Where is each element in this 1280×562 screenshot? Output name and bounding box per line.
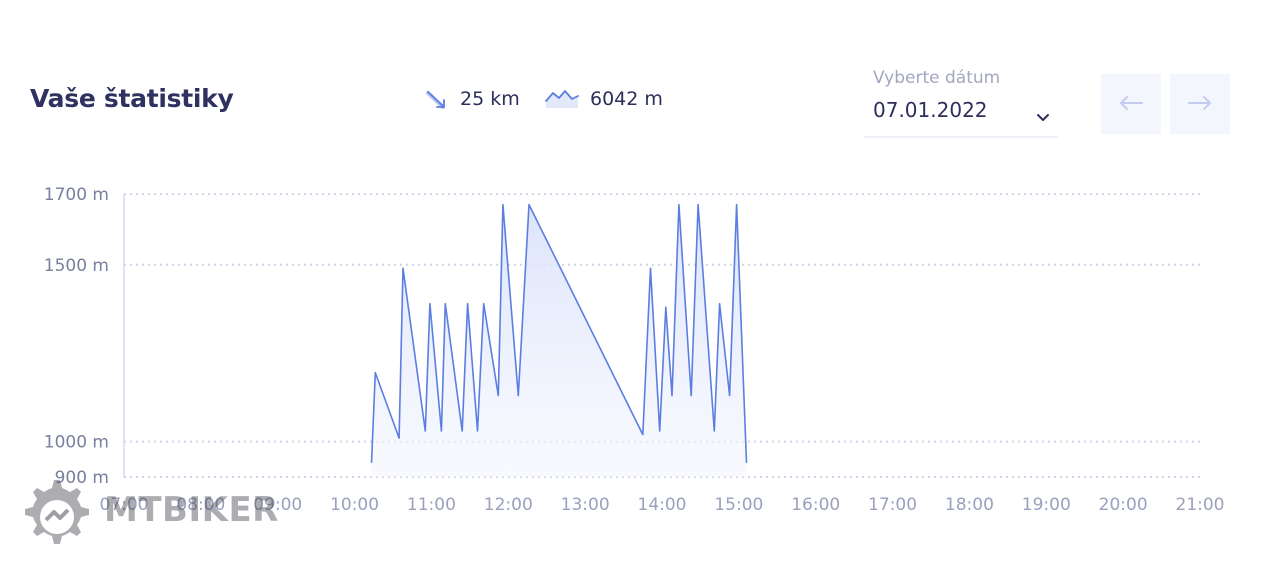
distance-value: 25 km bbox=[460, 88, 520, 110]
y-tick-label: 900 m bbox=[55, 468, 109, 488]
distance-stat: 25 km bbox=[424, 86, 520, 112]
x-tick-label: 17:00 bbox=[868, 495, 917, 515]
x-tick-label: 15:00 bbox=[714, 495, 763, 515]
watermark-text: MTBIKER bbox=[104, 490, 279, 530]
distance-icon bbox=[424, 86, 450, 112]
x-tick-label: 11:00 bbox=[407, 495, 456, 515]
x-tick-label: 12:00 bbox=[484, 495, 533, 515]
x-tick-label: 09:00 bbox=[253, 495, 302, 515]
x-tick-label: 19:00 bbox=[1022, 495, 1071, 515]
arrow-right-icon bbox=[1187, 95, 1213, 114]
x-tick-label: 13:00 bbox=[561, 495, 610, 515]
page-title: Vaše štatistiky bbox=[30, 84, 234, 113]
elevation-area bbox=[371, 204, 747, 477]
x-tick-label: 18:00 bbox=[945, 495, 994, 515]
y-tick-label: 1500 m bbox=[44, 256, 109, 276]
y-tick-label: 1000 m bbox=[44, 433, 109, 453]
previous-day-button[interactable] bbox=[1101, 74, 1161, 134]
x-tick-label: 16:00 bbox=[791, 495, 840, 515]
next-day-button[interactable] bbox=[1170, 74, 1230, 134]
elevation-value: 6042 m bbox=[590, 88, 663, 110]
elevation-line bbox=[370, 203, 748, 463]
arrow-left-icon bbox=[1118, 95, 1144, 114]
mtbiker-watermark: MTBIKER bbox=[16, 476, 316, 552]
chevron-down-icon[interactable] bbox=[1036, 108, 1050, 127]
date-picker-value[interactable]: 07.01.2022 bbox=[873, 98, 988, 122]
elevation-icon bbox=[544, 86, 580, 112]
x-tick-label: 21:00 bbox=[1176, 495, 1225, 515]
x-tick-label: 14:00 bbox=[638, 495, 687, 515]
x-tick-label: 07:00 bbox=[100, 495, 149, 515]
date-picker-label: Vyberte dátum bbox=[873, 68, 1001, 88]
date-picker[interactable]: Vyberte dátum 07.01.2022 bbox=[864, 64, 1058, 138]
elevation-stat: 6042 m bbox=[544, 86, 663, 112]
x-tick-label: 08:00 bbox=[176, 495, 225, 515]
x-tick-label: 10:00 bbox=[330, 495, 379, 515]
y-tick-label: 1700 m bbox=[44, 185, 109, 205]
x-tick-label: 20:00 bbox=[1099, 495, 1148, 515]
